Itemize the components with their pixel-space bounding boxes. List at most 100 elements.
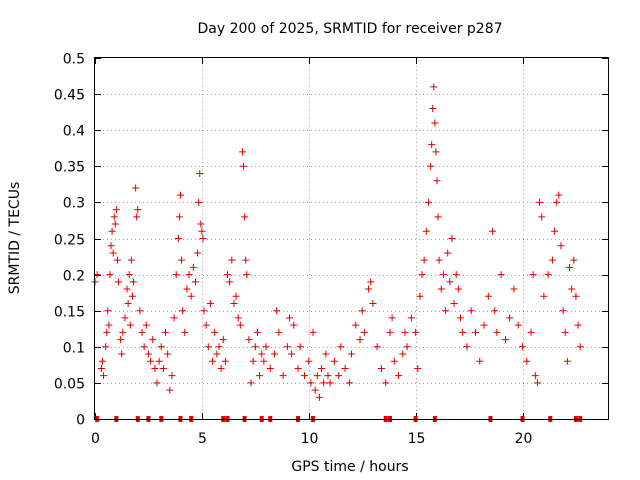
data-point-0-96 (258, 350, 266, 358)
data-point-0-25 (126, 321, 134, 329)
y-tick-label-9: 0.45 (54, 88, 85, 104)
data-point-0-4 (100, 372, 108, 380)
data-point-0-9 (106, 271, 114, 279)
data-point-0-190 (529, 271, 537, 279)
data-point-0-164 (442, 307, 450, 315)
data-point-0-145 (407, 314, 415, 322)
data-point-0-61 (194, 249, 202, 257)
data-point-0-115 (313, 372, 321, 380)
data-point-0-126 (345, 379, 353, 387)
data-point-0-6 (103, 328, 111, 336)
data-point-0-191 (531, 372, 539, 380)
data-point-0-75 (217, 364, 225, 372)
data-point-0-124 (337, 343, 345, 351)
data-point-0-41 (155, 357, 163, 365)
data-point-0-192 (533, 379, 541, 387)
data-point-0-155 (429, 105, 437, 113)
data-point-0-3 (98, 357, 106, 365)
data-point-0-137 (382, 379, 390, 387)
data-point-0-12 (109, 249, 117, 257)
data-point-0-27 (128, 292, 136, 300)
points-layer (91, 83, 584, 401)
data-point-0-169 (452, 271, 460, 279)
data-point-0-116 (315, 393, 323, 401)
data-point-0-200 (555, 191, 563, 199)
data-point-0-83 (234, 314, 242, 322)
data-point-0-184 (506, 314, 514, 322)
data-point-0-20 (119, 328, 127, 336)
data-point-0-159 (433, 177, 441, 185)
data-point-0-93 (251, 343, 259, 351)
data-point-0-111 (305, 357, 313, 365)
data-point-0-72 (211, 328, 219, 336)
data-point-0-95 (256, 372, 264, 380)
data-point-0-133 (367, 278, 375, 286)
data-point-0-195 (540, 292, 548, 300)
data-point-0-17 (115, 278, 123, 286)
plot-frame (94, 57, 609, 420)
data-point-0-156 (430, 83, 438, 91)
data-point-0-56 (183, 285, 191, 293)
data-point-0-114 (311, 386, 319, 394)
x-tick-label-1: 5 (198, 431, 207, 447)
data-point-0-183 (501, 336, 509, 344)
data-point-0-63 (196, 170, 204, 178)
data-point-0-186 (514, 321, 522, 329)
data-point-0-202 (559, 307, 567, 315)
data-point-0-117 (318, 364, 326, 372)
data-point-0-32 (136, 307, 144, 315)
data-point-0-90 (245, 336, 253, 344)
data-point-0-88 (242, 256, 250, 264)
x-axis-label: GPS time / hours (291, 459, 408, 475)
data-point-0-35 (142, 321, 150, 329)
data-point-0-208 (572, 292, 580, 300)
data-point-0-105 (286, 314, 294, 322)
data-point-0-30 (133, 213, 141, 221)
data-point-0-40 (153, 379, 161, 387)
data-point-0-168 (450, 299, 458, 307)
y-tick-label-0: 0 (76, 413, 85, 429)
data-point-0-53 (178, 256, 186, 264)
data-point-0-14 (111, 220, 119, 228)
data-point-0-71 (209, 357, 217, 365)
data-point-0-128 (352, 321, 360, 329)
data-point-0-66 (199, 235, 207, 242)
y-axis-label: SRMTID / TECUs (7, 182, 23, 295)
data-point-0-18 (117, 336, 125, 344)
data-point-0-5 (102, 343, 110, 351)
data-point-0-31 (134, 206, 142, 214)
data-point-0-149 (418, 271, 426, 279)
x-tick-label-0: 0 (91, 431, 100, 447)
data-point-0-57 (185, 271, 193, 279)
data-point-0-134 (369, 299, 377, 307)
y-tick-label-5: 0.25 (54, 233, 85, 249)
data-point-0-2 (97, 364, 105, 372)
tick-layer: 0 0.05 0.1 0.15 0.2 0.25 0.3 0.35 0.4 0.45 0.5 0 5 10… (54, 52, 608, 447)
data-point-0-55 (181, 328, 189, 336)
data-point-0-196 (544, 271, 552, 279)
data-point-0-59 (189, 263, 197, 271)
data-point-0-189 (527, 328, 535, 336)
y-tick-label-6: 0.3 (63, 196, 85, 212)
data-point-0-92 (249, 357, 257, 365)
data-point-0-135 (373, 343, 381, 351)
data-point-0-64 (197, 220, 205, 228)
data-point-0-123 (335, 372, 343, 380)
data-point-0-121 (326, 379, 334, 387)
data-point-0-102 (275, 328, 283, 336)
data-point-0-51 (175, 213, 183, 221)
data-point-0-50 (174, 235, 182, 242)
data-point-0-148 (416, 292, 424, 300)
data-point-0-203 (561, 328, 569, 336)
data-point-0-140 (390, 357, 398, 365)
data-point-0-99 (266, 364, 274, 372)
data-point-0-100 (271, 350, 279, 358)
data-point-0-74 (215, 343, 223, 351)
data-point-0-23 (124, 299, 132, 307)
data-point-0-146 (412, 328, 420, 336)
data-point-0-103 (279, 372, 287, 380)
grid-layer (95, 58, 608, 419)
data-point-0-43 (159, 364, 167, 372)
data-point-0-194 (538, 213, 546, 221)
y-tick-label-4: 0.2 (63, 269, 85, 285)
